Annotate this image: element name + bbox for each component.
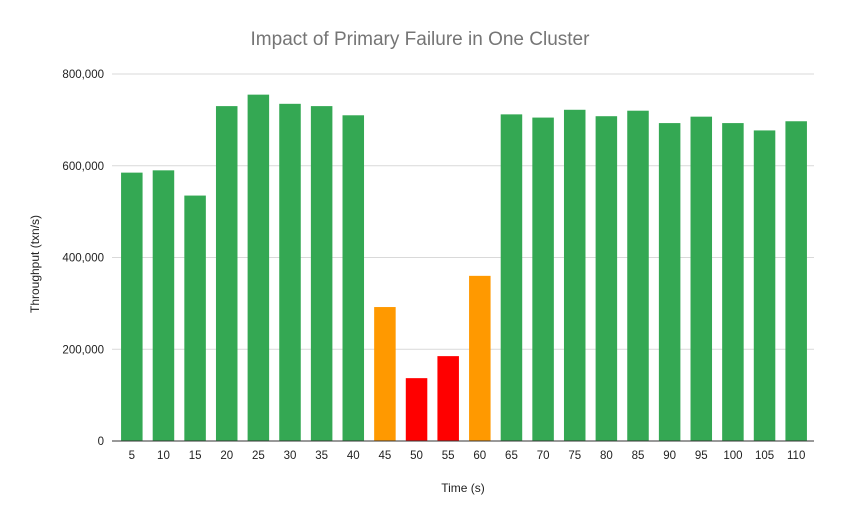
x-tick-label: 80 bbox=[600, 450, 613, 462]
y-tick-label: 200,000 bbox=[62, 344, 104, 356]
bar-105 bbox=[753, 130, 776, 441]
x-tick-label: 30 bbox=[284, 450, 297, 462]
bars bbox=[121, 94, 807, 442]
x-tick-label: 5 bbox=[129, 450, 135, 462]
bar-80 bbox=[595, 116, 618, 441]
x-tick-label: 45 bbox=[379, 450, 392, 462]
x-tick-label: 10 bbox=[157, 450, 170, 462]
x-tick-label: 105 bbox=[755, 450, 774, 462]
x-tick-label: 15 bbox=[189, 450, 202, 462]
x-tick-label: 35 bbox=[315, 450, 328, 462]
bar-60 bbox=[469, 275, 491, 441]
bar-25 bbox=[247, 94, 270, 442]
x-tick-label: 90 bbox=[663, 450, 676, 462]
x-tick-label: 20 bbox=[220, 450, 233, 462]
x-tick-label: 50 bbox=[410, 450, 423, 462]
y-axis-title: Throughput (txn/s) bbox=[28, 215, 42, 313]
x-tick-label: 100 bbox=[723, 450, 742, 462]
y-tick-label: 800,000 bbox=[62, 69, 104, 81]
bar-35 bbox=[310, 106, 333, 442]
x-tick-label: 85 bbox=[632, 450, 645, 462]
bar-55 bbox=[437, 356, 459, 441]
bar-70 bbox=[532, 117, 554, 442]
x-tick-label: 25 bbox=[252, 450, 265, 462]
bar-10 bbox=[152, 170, 175, 441]
y-tick-labels: 0 200,000 400,000 600,000 800,000 bbox=[62, 69, 104, 448]
y-tick-label: 0 bbox=[98, 436, 104, 448]
y-tick-label: 400,000 bbox=[62, 253, 104, 265]
x-tick-label: 70 bbox=[537, 450, 550, 462]
bar-40 bbox=[342, 115, 365, 441]
bar-5 bbox=[121, 172, 143, 441]
bar-45 bbox=[374, 307, 396, 441]
bar-65 bbox=[500, 114, 523, 442]
x-tick-label: 95 bbox=[695, 450, 708, 462]
y-tick-label: 600,000 bbox=[62, 161, 104, 173]
x-tick-label: 65 bbox=[505, 450, 518, 462]
x-axis-title: Time (s) bbox=[441, 481, 485, 495]
bar-95 bbox=[690, 116, 713, 441]
bar-50 bbox=[405, 378, 428, 441]
x-tick-label: 55 bbox=[442, 450, 455, 462]
bar-15 bbox=[184, 195, 206, 441]
bar-75 bbox=[563, 109, 586, 441]
bar-90 bbox=[658, 123, 681, 442]
bar-85 bbox=[627, 110, 649, 441]
bar-30 bbox=[279, 103, 301, 441]
bar-100 bbox=[722, 123, 744, 442]
x-tick-label: 60 bbox=[473, 450, 486, 462]
bar-110 bbox=[785, 121, 807, 441]
x-tick-labels: 5 10 15 20 25 30 35 40 45 50 55 60 65 70 75 80 85 90 95 100… bbox=[129, 450, 806, 462]
x-tick-label: 40 bbox=[347, 450, 360, 462]
x-tick-label: 75 bbox=[568, 450, 581, 462]
chart-title: Impact of Primary Failure in One Cluster bbox=[251, 29, 591, 50]
x-tick-label: 110 bbox=[787, 450, 805, 462]
bar-20 bbox=[215, 106, 238, 442]
